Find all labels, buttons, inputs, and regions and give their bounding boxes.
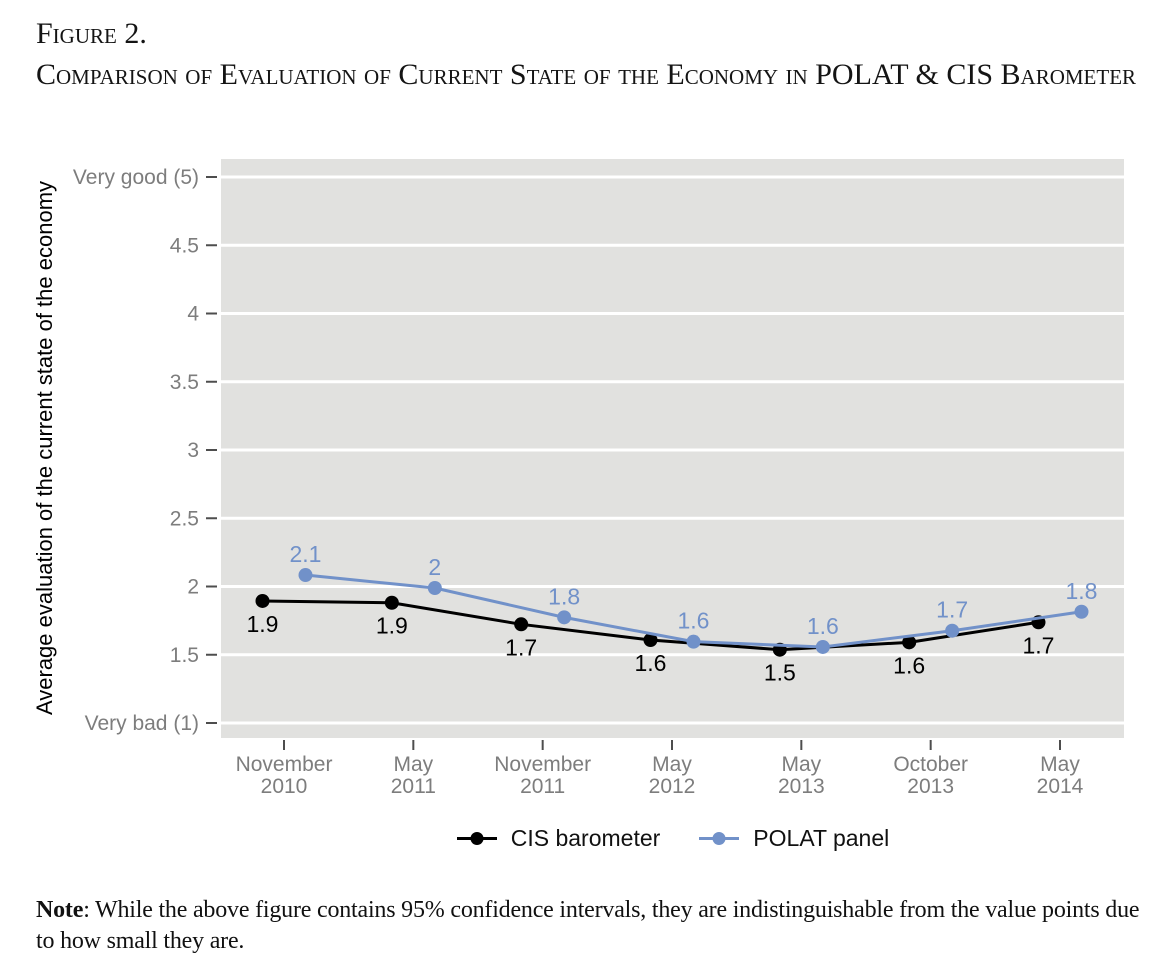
legend-item-polat-panel: POLAT panel xyxy=(698,825,889,852)
data-point-cis-barometer xyxy=(384,595,399,610)
data-point-polat-panel xyxy=(945,623,960,638)
x-tick-label-year: 2014 xyxy=(1037,775,1084,798)
x-tick-label-month: November xyxy=(236,753,333,776)
data-point-polat-panel xyxy=(427,581,442,596)
x-tick-label-year: 2013 xyxy=(778,775,825,798)
polat-panel-marker-icon xyxy=(699,831,740,845)
figure-note: Note: While the above figure contains 95… xyxy=(36,895,1154,957)
legend-dot-blue xyxy=(712,831,726,845)
data-point-cis-barometer xyxy=(902,635,917,650)
data-point-label-polat-panel: 2 xyxy=(428,554,441,580)
note-label: Note xyxy=(36,897,84,923)
y-tick-label: Very good (5) xyxy=(73,166,199,189)
y-tick-label: 2 xyxy=(187,576,199,599)
data-point-cis-barometer xyxy=(255,593,270,608)
x-tick-label-year: 2011 xyxy=(391,775,436,798)
data-point-label-polat-panel: 1.6 xyxy=(807,613,839,639)
x-tick-label-year: 2012 xyxy=(649,775,696,798)
x-tick-label-month: May xyxy=(652,753,692,776)
data-point-label-polat-panel: 2.1 xyxy=(290,541,322,567)
y-tick-label: 3.5 xyxy=(170,371,199,394)
data-point-polat-panel xyxy=(686,634,701,649)
x-tick-label-month: May xyxy=(393,753,433,776)
legend-dot-black xyxy=(470,831,484,845)
data-point-cis-barometer xyxy=(643,633,658,648)
data-point-label-cis-barometer: 1.6 xyxy=(893,652,925,678)
y-tick-label: 1.5 xyxy=(170,644,199,667)
y-tick-label: 2.5 xyxy=(170,507,199,530)
figure-number: Figure 2. xyxy=(36,17,147,50)
data-point-label-cis-barometer: 1.5 xyxy=(764,660,796,686)
data-point-polat-panel xyxy=(557,610,572,625)
data-point-label-cis-barometer: 1.7 xyxy=(1023,632,1055,658)
figure-title-block: Figure 2. Comparison of Evaluation of Cu… xyxy=(36,13,1144,95)
data-point-label-polat-panel: 1.7 xyxy=(936,597,968,623)
x-tick-label-month: May xyxy=(781,753,821,776)
note-text: : While the above figure contains 95% co… xyxy=(36,897,1140,954)
data-point-label-cis-barometer: 1.9 xyxy=(376,613,408,639)
y-tick-label: Very bad (1) xyxy=(85,712,199,735)
data-point-label-polat-panel: 1.8 xyxy=(548,583,580,609)
y-tick-label: 4 xyxy=(187,303,199,326)
legend-label-polat-panel: POLAT panel xyxy=(753,824,890,851)
x-tick-label-year: 2013 xyxy=(907,775,954,798)
legend-item-cis-barometer: CIS barometer xyxy=(456,824,661,852)
cis-barometer-marker-icon xyxy=(456,831,497,845)
y-tick-label: 4.5 xyxy=(170,234,199,257)
data-point-polat-panel xyxy=(1074,604,1089,619)
legend-label-cis-barometer: CIS barometer xyxy=(510,824,661,851)
x-tick-label-month: November xyxy=(494,753,591,776)
data-point-polat-panel xyxy=(815,639,830,654)
y-axis-title: Average evaluation of the current state … xyxy=(32,181,57,715)
data-point-label-cis-barometer: 1.9 xyxy=(247,611,279,637)
data-point-label-cis-barometer: 1.7 xyxy=(505,634,537,660)
data-point-label-cis-barometer: 1.6 xyxy=(635,650,667,676)
data-point-label-polat-panel: 1.6 xyxy=(678,608,710,634)
x-tick-label-year: 2011 xyxy=(520,775,565,798)
data-point-cis-barometer xyxy=(514,617,529,632)
data-point-label-polat-panel: 1.8 xyxy=(1066,578,1098,604)
figure-caption: Comparison of Evaluation of Current Stat… xyxy=(36,58,1137,91)
data-point-polat-panel xyxy=(298,568,313,583)
x-tick-label-month: May xyxy=(1040,753,1080,776)
x-tick-label-month: October xyxy=(893,753,968,776)
chart-legend: CIS barometer POLAT panel xyxy=(221,820,1124,856)
y-tick-label: 3 xyxy=(187,439,199,462)
x-tick-label-year: 2010 xyxy=(261,775,308,798)
